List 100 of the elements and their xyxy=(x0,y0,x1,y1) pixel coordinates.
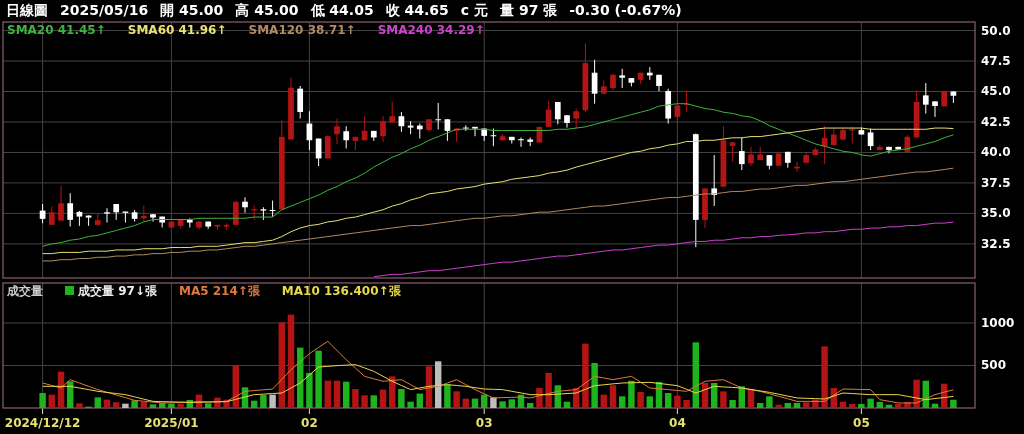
bar xyxy=(756,402,764,408)
line-series xyxy=(373,221,954,278)
line-series xyxy=(42,340,954,404)
bar xyxy=(444,384,451,408)
candlestick xyxy=(48,206,55,226)
candlestick xyxy=(380,115,386,143)
bar xyxy=(894,404,902,408)
candlestick xyxy=(472,126,478,137)
line-series xyxy=(42,167,954,262)
y-tick-label: 500 xyxy=(981,358,1007,373)
bar xyxy=(315,350,322,408)
bar xyxy=(729,400,736,408)
bar xyxy=(324,380,332,408)
candlestick xyxy=(922,82,929,115)
text: MA10 136.400↑張 xyxy=(281,284,402,298)
text: 開 45.00 xyxy=(160,2,224,18)
bar xyxy=(950,399,957,408)
line-series xyxy=(42,127,954,255)
candlestick xyxy=(334,118,340,145)
candlestick xyxy=(738,137,745,171)
bar xyxy=(149,404,157,408)
x-tick-label: 03 xyxy=(475,416,493,430)
text: SMA20 41.45↑ xyxy=(7,23,106,37)
candlestick xyxy=(389,100,396,124)
bar xyxy=(609,385,617,408)
bar xyxy=(278,322,286,408)
candlestick xyxy=(729,141,736,163)
bar xyxy=(269,394,276,408)
line-series xyxy=(42,103,954,247)
text: 2025/05/16 xyxy=(60,2,149,18)
bar xyxy=(407,401,414,408)
x-tick-label: 2024/12/12 xyxy=(4,416,81,430)
text: SMA240 34.29↑ xyxy=(377,23,485,37)
chart-title: 成交量 xyxy=(6,284,43,298)
text: 低 44.05 xyxy=(309,2,374,18)
bar xyxy=(600,394,608,408)
bar xyxy=(260,394,267,408)
candlestick xyxy=(674,100,681,122)
y-tick-label: 1000 xyxy=(981,315,1015,330)
candlestick xyxy=(297,85,304,120)
bar xyxy=(361,395,368,408)
bar xyxy=(76,403,83,408)
bar xyxy=(545,372,552,408)
bar xyxy=(204,403,212,408)
bar xyxy=(177,403,184,408)
bar xyxy=(168,403,175,408)
bar xyxy=(683,400,690,408)
bar xyxy=(480,394,488,408)
bar xyxy=(802,402,810,408)
text: c 元 xyxy=(460,2,489,18)
bar xyxy=(471,398,479,408)
bar xyxy=(628,380,635,408)
bar xyxy=(39,393,46,408)
y-tick-label: 37.5 xyxy=(981,175,1011,190)
candlestick xyxy=(104,207,110,224)
bar xyxy=(618,396,626,408)
text: 高 45.00 xyxy=(235,2,299,18)
bar xyxy=(848,404,856,408)
bar xyxy=(867,398,874,408)
x-tick-label: 05 xyxy=(853,416,870,430)
y-tick-label: 42.5 xyxy=(981,114,1011,129)
bar xyxy=(720,391,727,408)
candlestick xyxy=(58,185,64,222)
x-tick-label: 2025/01 xyxy=(144,416,199,430)
bar xyxy=(858,404,865,408)
bar xyxy=(122,403,129,408)
bar xyxy=(48,394,56,408)
bar xyxy=(526,402,534,408)
candlestick xyxy=(748,146,754,167)
bar xyxy=(287,314,295,408)
bar xyxy=(352,389,359,408)
bar xyxy=(766,396,773,408)
bar xyxy=(582,343,589,408)
candlestick xyxy=(444,118,451,142)
text: SMA60 41.96↑ xyxy=(127,23,227,37)
bar xyxy=(775,404,782,408)
bar xyxy=(94,397,102,408)
bar xyxy=(674,395,681,408)
y-tick-label: 40.0 xyxy=(981,145,1011,160)
y-tick-label: 35.0 xyxy=(981,206,1011,221)
bar xyxy=(342,381,350,408)
bar xyxy=(379,389,387,408)
bar xyxy=(434,361,442,408)
bar xyxy=(131,400,138,408)
bar xyxy=(306,372,313,408)
text: SMA120 38.71↑ xyxy=(248,23,356,37)
bar xyxy=(112,402,120,408)
y-tick-label: 47.5 xyxy=(981,54,1011,69)
bar xyxy=(416,393,424,408)
bar xyxy=(333,380,341,408)
candlestick xyxy=(932,100,938,118)
candlestick xyxy=(435,102,442,131)
bar xyxy=(876,401,884,408)
candlestick xyxy=(573,108,580,130)
text: 收 44.65 xyxy=(385,2,449,18)
bar xyxy=(499,401,506,408)
bar xyxy=(646,396,654,408)
x-tick-label: 04 xyxy=(669,416,686,430)
bar xyxy=(664,393,672,408)
y-tick-label: 50.0 xyxy=(981,23,1011,38)
